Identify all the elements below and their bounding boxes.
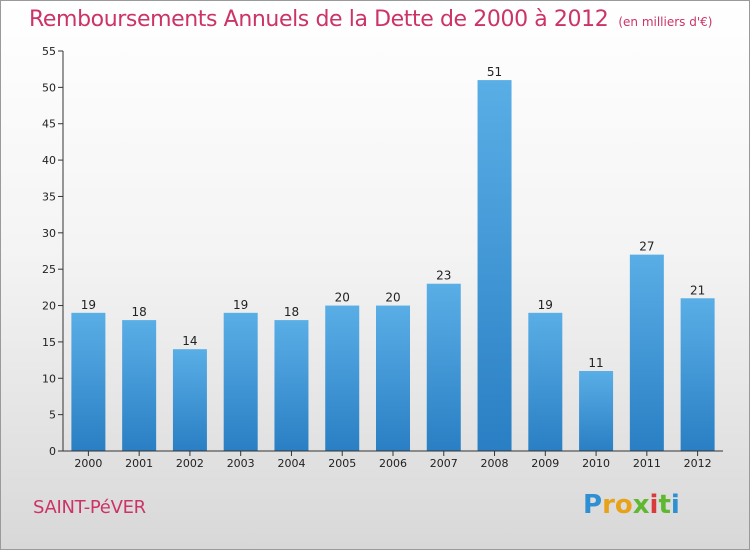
bar <box>223 312 258 451</box>
bar <box>477 80 512 451</box>
y-tick-label: 40 <box>42 154 56 167</box>
y-tick-label: 0 <box>49 445 56 458</box>
bar-value-label: 19 <box>538 298 553 312</box>
bar <box>426 283 461 451</box>
chart-title-text: Remboursements Annuels de la Dette de 20… <box>29 7 609 32</box>
x-tick-label: 2004 <box>277 457 305 470</box>
y-tick-label: 5 <box>49 409 56 422</box>
x-tick-label: 2003 <box>227 457 255 470</box>
y-tick-label: 55 <box>42 45 56 58</box>
logo-letter: P <box>583 490 603 520</box>
bar-value-label: 19 <box>233 298 248 312</box>
logo-letter: i <box>670 490 680 520</box>
x-tick-label: 2008 <box>481 457 509 470</box>
bar <box>274 320 309 451</box>
bar <box>325 305 360 451</box>
x-tick-label: 2006 <box>379 457 407 470</box>
bar <box>172 349 207 451</box>
y-tick-label: 25 <box>42 263 56 276</box>
y-tick-label: 10 <box>42 372 56 385</box>
bar-value-label: 27 <box>639 240 654 254</box>
bar <box>579 371 614 451</box>
bar-value-label: 20 <box>385 291 400 305</box>
bar <box>680 298 715 451</box>
bar-value-label: 18 <box>284 305 299 319</box>
x-tick-label: 2005 <box>328 457 356 470</box>
proxiti-logo: Proxiti <box>583 490 680 520</box>
y-axis: 0 5 10 15 20 25 30 35 40 45 50 55 <box>42 45 64 458</box>
y-tick-label: 30 <box>42 227 56 240</box>
bars: 19 18 14 19 18 20 20 23 51 19 11 27 21 <box>71 65 715 451</box>
chart-title: Remboursements Annuels de la Dette de 20… <box>29 7 712 32</box>
logo-letter: i <box>649 490 659 520</box>
y-tick-label: 15 <box>42 336 56 349</box>
x-tick-label: 2012 <box>684 457 712 470</box>
bar <box>376 305 410 451</box>
x-tick-label: 2002 <box>176 457 204 470</box>
bar-value-label: 11 <box>588 356 603 370</box>
x-tick-label: 2010 <box>582 457 610 470</box>
bar-value-label: 21 <box>690 283 705 297</box>
bar-value-label: 20 <box>335 291 350 305</box>
y-tick-label: 50 <box>42 81 56 94</box>
bar <box>122 320 157 451</box>
x-tick-label: 2007 <box>430 457 458 470</box>
bar-value-label: 18 <box>132 305 147 319</box>
bar-value-label: 14 <box>182 334 197 348</box>
bar <box>71 312 106 451</box>
bar-value-label: 23 <box>436 269 451 283</box>
bar-value-label: 51 <box>487 65 502 79</box>
logo-letter: x <box>632 490 650 520</box>
logo-letter: o <box>614 490 633 520</box>
y-tick-label: 35 <box>42 190 56 203</box>
y-tick-label: 20 <box>42 300 56 313</box>
logo-letter: r <box>602 490 615 520</box>
x-tick-label: 2001 <box>125 457 153 470</box>
x-tick-label: 2009 <box>531 457 559 470</box>
city-name: SAINT-PéVER <box>33 497 146 518</box>
y-tick-label: 45 <box>42 118 56 131</box>
x-tick-label: 2000 <box>74 457 102 470</box>
x-tick-label: 2011 <box>633 457 661 470</box>
chart-subtitle: (en milliers d'€) <box>618 15 713 29</box>
bar <box>629 254 664 451</box>
bar-value-label: 19 <box>81 298 96 312</box>
x-axis: 2000 2001 2002 2003 2004 2005 2006 2007 2008 2009… <box>63 450 723 470</box>
bar <box>528 312 563 451</box>
logo-letter: t <box>658 490 671 520</box>
